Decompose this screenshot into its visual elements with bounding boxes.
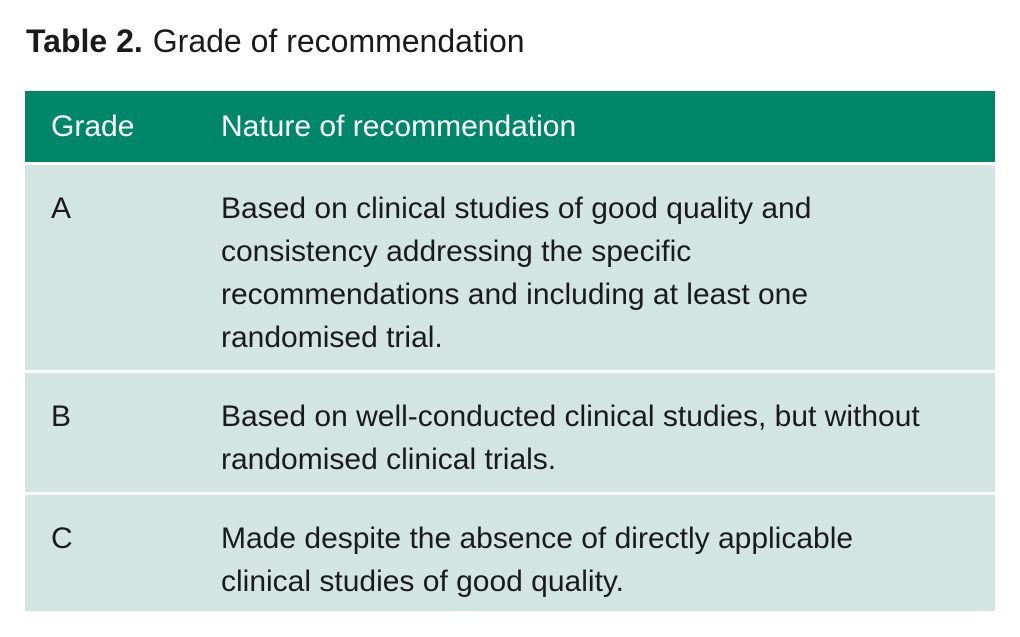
header-grade: Grade [51,109,135,143]
table-label: Table 2. [26,23,143,59]
table-title: Grade of recommendation [152,23,525,59]
table-caption: Table 2. Grade of recommendation [26,20,525,62]
table-header-row: Grade Nature of recommendation [25,91,995,162]
recommendation-table: Grade Nature of recommendation A Based o… [25,91,995,611]
grade-cell: A [51,192,72,225]
table-row: C Made despite the absence of directly a… [25,492,995,611]
table-row: A Based on clinical studies of good qual… [25,162,995,370]
table-row: B Based on well-conducted clinical studi… [25,370,995,492]
nature-cell: Made despite the absence of directly app… [221,522,854,598]
grade-cell: C [51,522,73,555]
nature-cell: Based on well-conducted clinical studies… [221,400,920,476]
header-nature: Nature of recommendation [221,109,577,143]
grade-cell: B [51,400,72,433]
nature-cell: Based on clinical studies of good qualit… [221,192,812,354]
